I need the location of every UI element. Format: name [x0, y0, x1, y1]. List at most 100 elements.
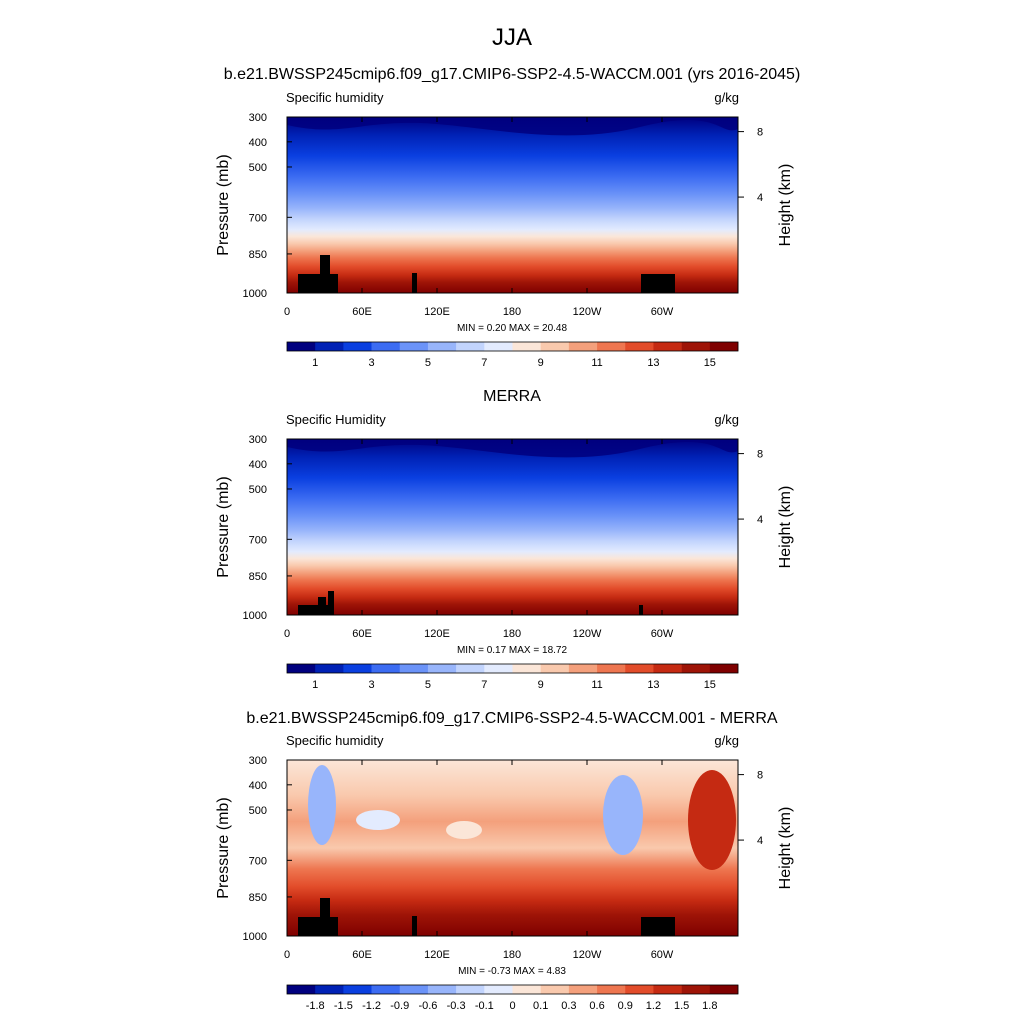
colorbar-label: 7: [481, 357, 487, 369]
panel-3: Specific humidity g/kg3004005007008501000…: [215, 733, 794, 1012]
x-tick-label: 60E: [352, 949, 372, 961]
colorbar-label: 0.3: [561, 1000, 576, 1012]
contour-field: [287, 439, 738, 615]
colorbar-swatch: [625, 342, 654, 351]
plot-left-label: Specific humidity: [286, 733, 384, 748]
colorbar-frame: [286, 663, 739, 674]
colorbar-swatch: [512, 342, 541, 351]
x-tick-label: 120E: [424, 306, 450, 318]
plot-left-label: Specific Humidity: [286, 412, 386, 427]
topography-mask: [639, 605, 643, 615]
colorbar-swatch: [681, 985, 711, 994]
x-tick-label: 180: [503, 628, 521, 640]
figure-title: JJA: [492, 24, 532, 51]
min-max-stats: MIN = 0.17 MAX = 18.72: [457, 645, 567, 656]
colorbar-swatch: [653, 664, 682, 673]
colorbar-label: 3: [369, 357, 375, 369]
colorbar-swatch: [484, 664, 513, 673]
colorbar-swatch: [484, 342, 513, 351]
y-tick-label: 1000: [243, 288, 267, 300]
y-right-tick-label: 8: [757, 770, 763, 782]
y-axis-title-right: Height (km): [777, 486, 794, 569]
colorbar-swatch: [399, 664, 429, 673]
contour-feature: [356, 810, 400, 830]
topography-mask: [320, 255, 330, 293]
contour-field: [287, 760, 738, 936]
colorbar-label: 15: [704, 679, 716, 691]
topography-mask: [328, 591, 334, 615]
y-tick-label: 500: [249, 484, 267, 496]
contour-band: [287, 439, 738, 458]
x-tick-label: 60E: [352, 628, 372, 640]
y-tick-label: 850: [249, 892, 267, 904]
colorbar-label: 13: [647, 357, 659, 369]
colorbar-swatch: [709, 342, 739, 351]
colorbar-swatch: [681, 342, 711, 351]
x-tick-label: 180: [503, 949, 521, 961]
topography-mask: [412, 916, 417, 936]
y-tick-label: 300: [249, 755, 267, 767]
colorbar-label: 0.6: [589, 1000, 604, 1012]
colorbar-swatch: [681, 664, 711, 673]
colorbar-swatch: [484, 985, 513, 994]
colorbar-swatch: [427, 985, 457, 994]
plot-left-label: Specific humidity: [286, 90, 384, 105]
topography-mask: [298, 917, 338, 936]
y-axis-title: Pressure (mb): [215, 154, 232, 255]
colorbar-label: 15: [704, 357, 716, 369]
colorbar-label: 13: [647, 679, 659, 691]
y-right-tick-label: 4: [757, 835, 763, 847]
y-tick-label: 850: [249, 249, 267, 261]
colorbar-frame: [286, 984, 739, 995]
topography-mask: [318, 597, 326, 615]
colorbar-swatch: [427, 664, 457, 673]
colorbar-label: 0.9: [618, 1000, 633, 1012]
colorbar-swatch: [512, 664, 541, 673]
colorbar-swatch: [597, 664, 626, 673]
colorbar-label: 11: [591, 357, 602, 369]
y-tick-label: 500: [249, 805, 267, 817]
topography-mask: [641, 917, 675, 936]
y-tick-label: 300: [249, 112, 267, 124]
colorbar-swatch: [343, 342, 372, 351]
colorbar-label: -0.9: [390, 1000, 409, 1012]
colorbar-frame: [286, 341, 739, 352]
colorbar-label: 5: [425, 357, 431, 369]
y-tick-label: 1000: [243, 931, 267, 943]
colorbar-label: -1.8: [306, 1000, 325, 1012]
topography-mask: [641, 274, 675, 293]
panel-2-subtitle: MERRA: [483, 388, 541, 405]
y-tick-label: 500: [249, 162, 267, 174]
panel-1: Specific humidity g/kg3004005007008501000…: [215, 90, 794, 369]
colorbar-label: 11: [591, 679, 602, 691]
colorbar-swatch: [427, 342, 457, 351]
y-tick-label: 400: [249, 780, 267, 792]
colorbar-swatch: [653, 342, 682, 351]
panels: Specific humidity g/kg 300 400 500 7 0 0 850 1000…: [215, 90, 794, 1012]
y-right-tick-label: 4: [757, 192, 763, 204]
x-tick-label: 0: [284, 949, 290, 961]
y-right-tick-label: 8: [757, 449, 763, 461]
colorbar-label: -1.2: [362, 1000, 381, 1012]
x-tick-label: 60W: [651, 628, 674, 640]
colorbar-label: 9: [538, 357, 544, 369]
panel-1-subtitle: b.e21.BWSSP245cmip6.f09_g17.CMIP6-SSP2-4…: [224, 66, 801, 83]
colorbar-label: 3: [369, 679, 375, 691]
colorbar-swatch: [512, 985, 541, 994]
contour-feature: [446, 821, 482, 839]
contour-feature: [603, 775, 643, 855]
y-tick-label: 850: [249, 571, 267, 583]
colorbar-label: 1.2: [646, 1000, 661, 1012]
contour-field: [287, 117, 738, 293]
x-tick-label: 60E: [352, 306, 372, 318]
topography-mask: [412, 273, 417, 293]
colorbar-label: 9: [538, 679, 544, 691]
colorbar-swatch: [568, 985, 598, 994]
colorbar-label: 0: [509, 1000, 515, 1012]
units-label: g/kg: [714, 733, 739, 748]
colorbar-swatch: [399, 342, 429, 351]
min-max-stats: MIN = -0.73 MAX = 4.83: [458, 966, 566, 977]
colorbar-swatch: [709, 985, 739, 994]
colorbar-label: -0.1: [475, 1000, 494, 1012]
topography-mask: [298, 605, 328, 615]
